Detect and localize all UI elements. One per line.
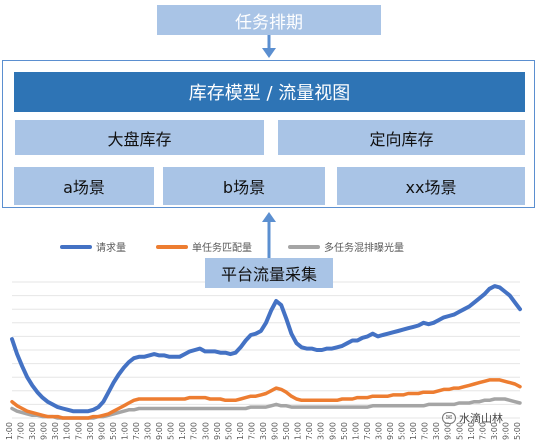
x-tick-label: 3:00 [374, 422, 383, 440]
scene-a-box: a场景 [14, 167, 154, 205]
x-tick-label: 7:00 [74, 422, 83, 440]
scene-b-box: b场景 [163, 167, 325, 205]
x-tick-label: 7:00 [17, 422, 26, 440]
chart-x-tick-labels: 1:00 7:00 3:00 9:00 3:00 1:00 7:00 3:00 9:00 5:00… [5, 422, 522, 440]
x-tick-label: 9:00 [444, 422, 453, 440]
overall-inventory-box: 大盘库存 [15, 120, 264, 155]
legend-label: 多任务混排曝光量 [324, 241, 404, 254]
watermark: ✉ 水滴山林 [442, 410, 503, 426]
x-tick-label: 3:00 [490, 422, 499, 440]
x-tick-label: 3:00 [317, 422, 326, 440]
chart-series-lines [10, 284, 522, 420]
x-tick-label: 9:00 [501, 422, 510, 440]
x-tick-label: 5:00 [455, 422, 464, 440]
x-tick-label: 3:00 [86, 422, 95, 440]
scene-b-label: b场景 [222, 178, 266, 197]
x-tick-label: 1:00 [294, 422, 303, 440]
x-tick-label: 7:00 [132, 422, 141, 440]
legend-item: 单任务匹配量 [156, 241, 252, 254]
x-tick-label: 3:00 [201, 422, 210, 440]
x-tick-label: 7:00 [247, 422, 256, 440]
x-tick-label: 5:00 [282, 422, 291, 440]
legend-item: 请求量 [60, 241, 126, 254]
series-line [10, 378, 522, 420]
x-tick-label: 1:00 [178, 422, 187, 440]
traffic-collection-label: 平台流量采集 [220, 265, 317, 284]
x-tick-label: 5:00 [513, 422, 522, 440]
x-tick-label: 5:00 [109, 422, 118, 440]
x-tick-label: 5:00 [224, 422, 233, 440]
x-tick-label: 9:00 [271, 422, 280, 440]
targeted-inventory-label: 定向库存 [369, 129, 434, 149]
x-tick-label: 3:00 [432, 422, 441, 440]
wechat-icon: ✉ [442, 412, 456, 424]
inventory-model-label: 库存模型 / 流量视图 [188, 83, 351, 104]
x-tick-label: 7:00 [190, 422, 199, 440]
task-schedule-label: 任务排期 [235, 12, 303, 33]
traffic-collection-box: 平台流量采集 [205, 258, 333, 288]
scene-xx-box: xx场景 [337, 167, 525, 205]
chart-gridlines [12, 281, 520, 419]
legend-label: 请求量 [96, 241, 126, 254]
x-tick-label: 3:00 [28, 422, 37, 440]
x-tick-label: 9:00 [155, 422, 164, 440]
inventory-model-box: 库存模型 / 流量视图 [14, 72, 525, 112]
x-tick-label: 1:00 [63, 422, 72, 440]
chart-legend: 请求量 单任务匹配量 多任务混排曝光量 [60, 241, 404, 254]
x-tick-label: 1:00 [5, 422, 14, 440]
x-tick-label: 5:00 [340, 422, 349, 440]
x-tick-label: 1:00 [409, 422, 418, 440]
targeted-inventory-box: 定向库存 [278, 120, 525, 155]
x-tick-label: 7:00 [363, 422, 372, 440]
watermark-text: 水滴山林 [459, 412, 503, 425]
x-tick-label: 7:00 [421, 422, 430, 440]
scene-a-label: a场景 [63, 178, 105, 197]
arrow-down-to-model [262, 35, 276, 58]
x-tick-label: 9:00 [213, 422, 222, 440]
legend-label: 单任务匹配量 [192, 241, 252, 254]
x-tick-label: 3:00 [51, 422, 60, 440]
x-tick-label: 9:00 [386, 422, 395, 440]
task-schedule-box: 任务排期 [157, 5, 381, 35]
x-tick-label: 5:00 [398, 422, 407, 440]
x-tick-label: 1:00 [120, 422, 129, 440]
x-tick-label: 9:00 [40, 422, 49, 440]
legend-item: 多任务混排曝光量 [288, 241, 404, 254]
overall-inventory-label: 大盘库存 [107, 129, 172, 149]
x-tick-label: 9:00 [328, 422, 337, 440]
x-tick-label: 3:00 [144, 422, 153, 440]
x-tick-label: 7:00 [478, 422, 487, 440]
arrow-up-from-collect [262, 212, 276, 258]
x-tick-label: 9:00 [97, 422, 106, 440]
x-tick-label: 1:00 [467, 422, 476, 440]
x-tick-label: 3:00 [259, 422, 268, 440]
x-tick-label: 5:00 [167, 422, 176, 440]
x-tick-label: 1:00 [236, 422, 245, 440]
x-tick-label: 7:00 [305, 422, 314, 440]
scene-xx-label: xx场景 [405, 178, 457, 197]
x-tick-label: 1:00 [351, 422, 360, 440]
series-line [10, 284, 522, 414]
